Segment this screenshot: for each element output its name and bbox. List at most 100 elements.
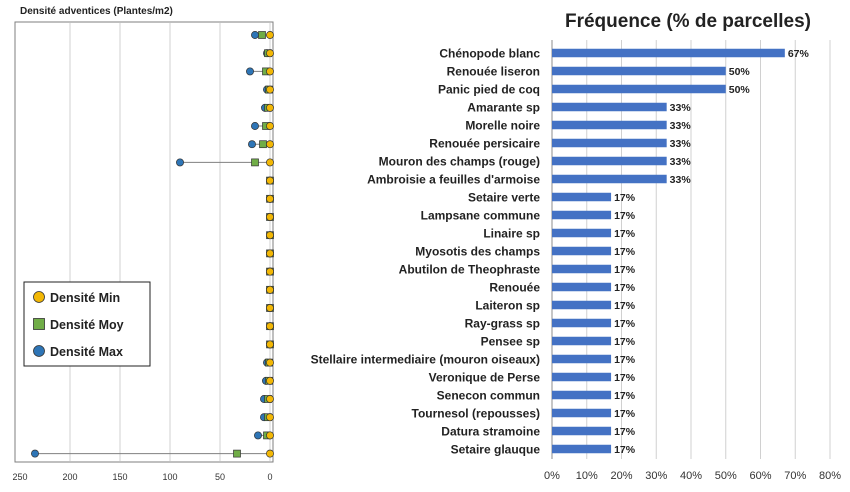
- frequency-bar: [552, 372, 612, 382]
- density-gridlines: [69, 23, 271, 461]
- legend-max-label: Densité Max: [50, 345, 123, 359]
- frequency-data-label: 17%: [614, 408, 636, 420]
- frequency-category-label: Stellaire intermediaire (mouron oiseaux): [311, 353, 540, 367]
- density-x-tick-label: 150: [112, 472, 127, 482]
- density-min-point: [266, 358, 274, 367]
- frequency-bar: [552, 228, 612, 238]
- density-moy-point: [258, 31, 266, 39]
- density-x-tick-label: 250: [12, 472, 27, 482]
- density-x-tick-label: 50: [215, 472, 225, 482]
- density-min-point: [266, 85, 274, 94]
- density-x-tick-label: 200: [62, 472, 77, 482]
- frequency-category-label: Morelle noire: [465, 119, 540, 133]
- frequency-data-label: 17%: [614, 282, 636, 294]
- frequency-data-label: 17%: [614, 246, 636, 258]
- frequency-category-label: Renouée: [489, 281, 540, 295]
- frequency-category-label: Ambroisie a feuilles d'armoise: [367, 173, 540, 187]
- density-min-point: [266, 449, 274, 458]
- density-min-point: [266, 31, 274, 39]
- density-max-point: [254, 431, 262, 440]
- frequency-data-label: 33%: [670, 120, 692, 132]
- frequency-bar: [552, 390, 612, 400]
- density-min-point: [266, 49, 274, 58]
- frequency-bar: [552, 192, 612, 202]
- frequency-chart: Fréquence (% de parcelles) Chénopode bla…: [311, 11, 842, 482]
- frequency-bar: [552, 336, 612, 346]
- frequency-bar: [552, 66, 726, 76]
- frequency-bar: [552, 48, 785, 58]
- density-max-point: [251, 122, 259, 130]
- frequency-data-label: 17%: [614, 264, 636, 276]
- frequency-x-tick-label: 10%: [576, 470, 598, 482]
- density-min-point: [266, 304, 274, 312]
- frequency-bar: [552, 138, 667, 148]
- frequency-category-label: Chénopode blanc: [439, 47, 540, 61]
- density-min-point: [266, 249, 274, 258]
- frequency-data-label: 17%: [614, 228, 636, 240]
- frequency-bar: [552, 426, 612, 436]
- density-min-point: [266, 176, 274, 185]
- frequency-category-labels: Chénopode blanc Renouée liseron Panic pied…: [311, 47, 541, 457]
- frequency-category-label: Senecon commun: [437, 389, 540, 403]
- frequency-category-label: Ray-grass sp: [465, 317, 540, 331]
- frequency-category-label: Linaire sp: [483, 227, 540, 241]
- frequency-data-label: 17%: [614, 300, 636, 312]
- density-x-tick-label: 100: [162, 472, 177, 482]
- frequency-category-label: Renouée persicaire: [429, 137, 540, 151]
- density-moy-point: [251, 158, 259, 167]
- density-min-point: [266, 413, 274, 422]
- frequency-bar: [552, 354, 612, 364]
- frequency-bar: [552, 156, 667, 166]
- density-min-point: [266, 158, 274, 167]
- frequency-data-label: 50%: [729, 66, 751, 78]
- density-min-point: [266, 322, 274, 331]
- frequency-data-label: 17%: [614, 210, 636, 222]
- density-max-point: [246, 67, 254, 76]
- frequency-bar: [552, 318, 612, 328]
- frequency-x-tick-labels: 0% 10% 20% 30% 40% 50% 60% 70% 80%: [544, 470, 841, 482]
- frequency-data-label: 17%: [614, 354, 636, 366]
- frequency-data-label: 17%: [614, 426, 636, 438]
- density-moy-point: [259, 140, 267, 149]
- frequency-x-tick-label: 0%: [544, 470, 560, 482]
- frequency-data-label: 33%: [670, 156, 692, 168]
- frequency-bars: [552, 48, 785, 454]
- frequency-bar: [552, 444, 612, 454]
- density-max-point: [248, 140, 256, 149]
- legend-min-label: Densité Min: [50, 291, 120, 305]
- density-max-point: [251, 31, 259, 39]
- density-max-point: [176, 158, 184, 167]
- frequency-category-label: Setaire verte: [468, 191, 540, 205]
- frequency-category-label: Amarante sp: [467, 101, 540, 115]
- frequency-bar: [552, 300, 612, 310]
- frequency-category-label: Datura stramoine: [441, 425, 540, 439]
- density-min-point: [266, 267, 274, 276]
- frequency-x-tick-label: 60%: [749, 470, 771, 482]
- frequency-data-label: 50%: [729, 84, 751, 96]
- frequency-category-label: Tournesol (repousses): [412, 407, 540, 421]
- legend-max-marker: [33, 345, 45, 357]
- frequency-x-tick-label: 40%: [680, 470, 702, 482]
- legend-min-marker: [33, 291, 45, 303]
- density-min-point: [266, 140, 274, 149]
- density-markers: [31, 31, 274, 458]
- frequency-x-tick-label: 20%: [610, 470, 632, 482]
- frequency-bar: [552, 120, 667, 130]
- frequency-data-label: 33%: [670, 102, 692, 114]
- frequency-data-label: 17%: [614, 444, 636, 456]
- frequency-data-label: 33%: [670, 174, 692, 186]
- frequency-category-label: Veronique de Perse: [429, 371, 541, 385]
- density-plot-area: [14, 21, 274, 463]
- frequency-category-label: Laiteron sp: [475, 299, 540, 313]
- frequency-category-label: Renouée liseron: [447, 65, 540, 79]
- frequency-category-label: Pensee sp: [481, 335, 540, 349]
- frequency-category-label: Abutilon de Theophraste: [399, 263, 541, 277]
- frequency-category-label: Lampsane commune: [421, 209, 541, 223]
- density-chart: Densité adventices (Plantes/m2) 250 200 15…: [12, 6, 274, 482]
- density-min-point: [266, 395, 274, 403]
- density-min-point: [266, 231, 274, 240]
- frequency-bar: [552, 84, 726, 94]
- frequency-bar: [552, 210, 612, 220]
- density-min-point: [266, 194, 274, 203]
- frequency-bar: [552, 102, 667, 112]
